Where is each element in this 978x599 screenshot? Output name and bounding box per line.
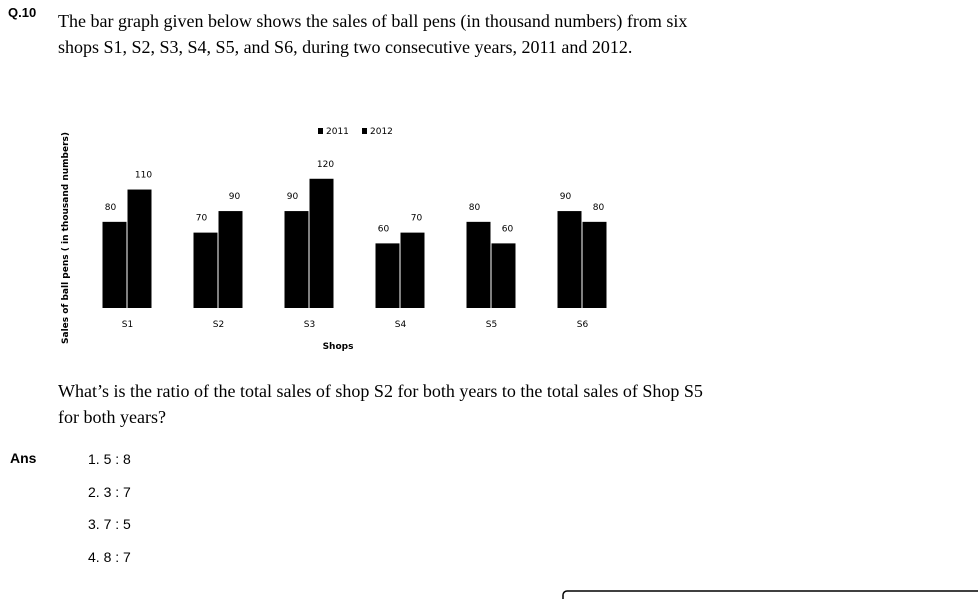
bar (375, 243, 400, 308)
bar (127, 189, 152, 308)
bar (309, 178, 334, 308)
bar (284, 211, 309, 308)
legend-label: 2012 (370, 127, 393, 137)
bar (557, 211, 582, 308)
data-label: 70 (411, 214, 423, 224)
x-tick-label: S4 (395, 320, 407, 330)
bar (491, 243, 516, 308)
question-text: The bar graph given below shows the sale… (58, 11, 688, 57)
bar (102, 221, 127, 308)
bar (582, 221, 607, 308)
x-tick-label: S5 (486, 320, 497, 330)
bar (193, 232, 218, 308)
legend-swatch (318, 128, 323, 134)
bar (400, 232, 425, 308)
option[interactable]: 4. 8 : 7 (88, 549, 131, 565)
data-label: 90 (287, 192, 299, 202)
x-tick-label: S6 (577, 320, 589, 330)
data-label: 90 (229, 192, 241, 202)
x-tick-label: S2 (213, 320, 224, 330)
x-axis-label: Shops (323, 342, 354, 352)
data-label: 60 (378, 224, 390, 234)
input-box[interactable] (562, 590, 978, 599)
data-label: 110 (135, 171, 152, 181)
data-label: 80 (593, 203, 605, 213)
data-label: 60 (502, 224, 514, 234)
data-label: 70 (196, 214, 208, 224)
question-number: Q.10 (8, 5, 37, 20)
bar (466, 221, 491, 308)
bar (218, 211, 243, 308)
data-label: 80 (469, 203, 481, 213)
data-label: 90 (560, 192, 572, 202)
y-axis-label: Sales of ball pens ( in thousand numbers… (61, 132, 71, 344)
legend-label: 2011 (326, 127, 349, 137)
data-label: 120 (317, 160, 334, 170)
legend-swatch (362, 128, 367, 134)
question: What’s is the ratio of the total sales o… (58, 381, 703, 427)
answer-label: Ans (10, 450, 37, 466)
x-tick-label: S3 (304, 320, 315, 330)
option[interactable]: 3. 7 : 5 (88, 516, 131, 532)
data-label: 80 (105, 203, 117, 213)
option[interactable]: 1. 5 : 8 (88, 451, 131, 467)
option[interactable]: 2. 3 : 7 (88, 484, 131, 500)
x-tick-label: S1 (122, 320, 133, 330)
